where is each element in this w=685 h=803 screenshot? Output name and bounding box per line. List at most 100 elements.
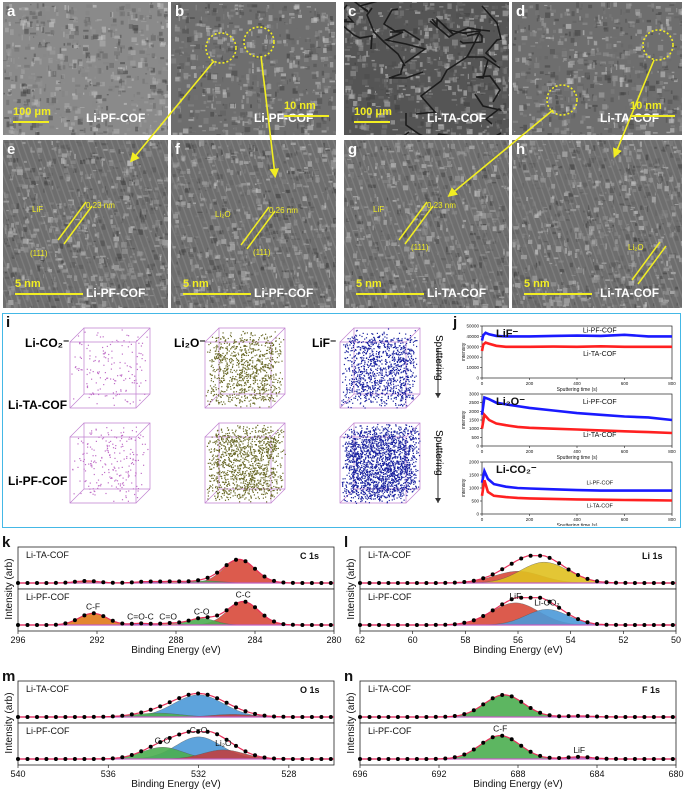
panel-letter-m: m bbox=[2, 668, 15, 685]
plane-label-f: (111) bbox=[253, 248, 271, 257]
row-label-Li-TA-COF: Li-TA-COF bbox=[368, 550, 411, 560]
zoom-arrow-3 bbox=[612, 59, 655, 158]
data-dot bbox=[72, 715, 77, 719]
data-dot bbox=[500, 733, 505, 738]
data-dot bbox=[623, 715, 628, 719]
data-dot bbox=[300, 757, 305, 761]
x-tick-label: 800 bbox=[668, 517, 676, 522]
data-dot bbox=[576, 573, 580, 577]
data-dot bbox=[651, 715, 656, 719]
lattice-annotation-g: LiF 0.23 nm (111) bbox=[373, 201, 456, 252]
data-dot bbox=[158, 740, 163, 745]
data-dot bbox=[424, 715, 429, 719]
data-dot bbox=[272, 578, 276, 583]
y-tick-label: 20000 bbox=[466, 355, 479, 360]
data-dot bbox=[509, 597, 514, 602]
data-dot bbox=[110, 756, 115, 761]
scale-bar-d bbox=[630, 115, 675, 117]
scale-label-c: 100 μm bbox=[354, 106, 392, 118]
scale-label-a: 100 μm bbox=[13, 106, 51, 118]
data-dot bbox=[538, 595, 543, 600]
xps-row-0: Li-TA-COF C 1s bbox=[16, 546, 335, 590]
xps-row-0: Li-TA-COF F 1s bbox=[358, 680, 677, 724]
x-tick-label: 0 bbox=[481, 449, 484, 454]
peak-label-Li₂O: Li₂O bbox=[215, 738, 232, 748]
data-dot bbox=[234, 557, 238, 562]
xps-row-1: Li-PF-COF C=O C-O Li₂O bbox=[16, 722, 335, 766]
panel-letter-f: f bbox=[175, 141, 180, 158]
panel-letter-k: k bbox=[2, 535, 11, 551]
data-dot bbox=[290, 580, 295, 585]
data-dot bbox=[91, 714, 96, 719]
data-dot bbox=[101, 580, 106, 585]
data-dot bbox=[651, 757, 656, 761]
scale-bar-h bbox=[524, 293, 592, 295]
data-dot bbox=[377, 623, 381, 627]
peak-label-C=O: C=O bbox=[159, 611, 177, 621]
data-dot bbox=[63, 715, 68, 719]
data-dot bbox=[642, 623, 647, 627]
data-dot bbox=[528, 706, 533, 710]
data-dot bbox=[414, 623, 419, 627]
chart-j-co2: 0 200 400 600 800 0 500 1000 1500 2000 Sputtering … bbox=[462, 460, 676, 527]
data-dot bbox=[167, 621, 172, 625]
data-dot bbox=[281, 714, 286, 719]
x-tick-label: 800 bbox=[668, 449, 676, 454]
data-dot bbox=[63, 621, 68, 626]
data-dot bbox=[367, 757, 372, 761]
scale-bar-b bbox=[284, 115, 329, 117]
data-dot bbox=[186, 579, 191, 584]
core-level-label: F 1s bbox=[642, 685, 660, 695]
y-tick-label: 2000 bbox=[469, 460, 480, 465]
data-dot bbox=[670, 581, 675, 585]
envelope bbox=[18, 558, 334, 584]
y-axis-label: Intensity bbox=[462, 478, 467, 497]
data-dot bbox=[309, 581, 314, 585]
species-label-co2: Li-CO₂⁻ bbox=[25, 336, 70, 350]
x-tick-label: 292 bbox=[89, 635, 104, 645]
data-dot bbox=[53, 622, 58, 627]
data-dot bbox=[395, 757, 400, 761]
data-dot bbox=[224, 563, 229, 568]
data-dot bbox=[500, 567, 505, 572]
data-dot bbox=[386, 623, 391, 627]
x-axis-label: Binding Energy (eV) bbox=[473, 779, 563, 790]
sputter-arrow-head-0 bbox=[435, 393, 441, 398]
y-tick-label: 2500 bbox=[469, 400, 480, 405]
envelope bbox=[18, 692, 334, 718]
data-dot bbox=[358, 581, 362, 585]
phase-label-g: LiF bbox=[373, 205, 384, 214]
data-dot bbox=[328, 715, 333, 719]
data-dot bbox=[82, 613, 87, 618]
data-dot bbox=[490, 696, 495, 701]
data-dot bbox=[177, 732, 182, 737]
row-label-Li-PF-COF: Li-PF-COF bbox=[26, 592, 70, 602]
peak-label-C-O: C-O bbox=[155, 735, 171, 745]
data-dot bbox=[300, 623, 305, 627]
data-dot bbox=[585, 755, 590, 760]
x-axis-label: Sputtering time (s) bbox=[557, 387, 598, 393]
data-dot bbox=[158, 579, 163, 584]
data-dot bbox=[623, 580, 628, 585]
cube-r0-c0 bbox=[69, 327, 151, 409]
data-dot bbox=[35, 757, 39, 761]
tem-panel-h bbox=[512, 140, 682, 308]
data-dot bbox=[405, 715, 410, 719]
tof-sims-depth-profiles: 0 200 400 600 80001000020000300004000050000S… bbox=[462, 324, 676, 527]
chart-j-li2o: 0 200 400 600 800 0 500 1000 1500 2000 2500 3000 Spu… bbox=[462, 392, 676, 462]
row-label-Li-TA-COF: Li-TA-COF bbox=[26, 550, 69, 560]
data-dot bbox=[129, 621, 134, 626]
data-dot bbox=[139, 579, 144, 584]
data-dot bbox=[243, 709, 248, 714]
sample-label-g: Li-TA-COF bbox=[427, 286, 487, 300]
y-tick-label: 500 bbox=[471, 499, 479, 504]
data-dot bbox=[224, 608, 229, 613]
data-dot bbox=[377, 757, 381, 761]
fringe-line-2 bbox=[637, 245, 667, 285]
fringe-line-1 bbox=[240, 206, 270, 246]
data-dot bbox=[82, 757, 87, 761]
x-tick-label: 284 bbox=[247, 635, 262, 645]
data-dot bbox=[44, 623, 49, 627]
spacing-label-g: 0.23 nm bbox=[427, 201, 456, 210]
image-texture bbox=[171, 140, 336, 308]
